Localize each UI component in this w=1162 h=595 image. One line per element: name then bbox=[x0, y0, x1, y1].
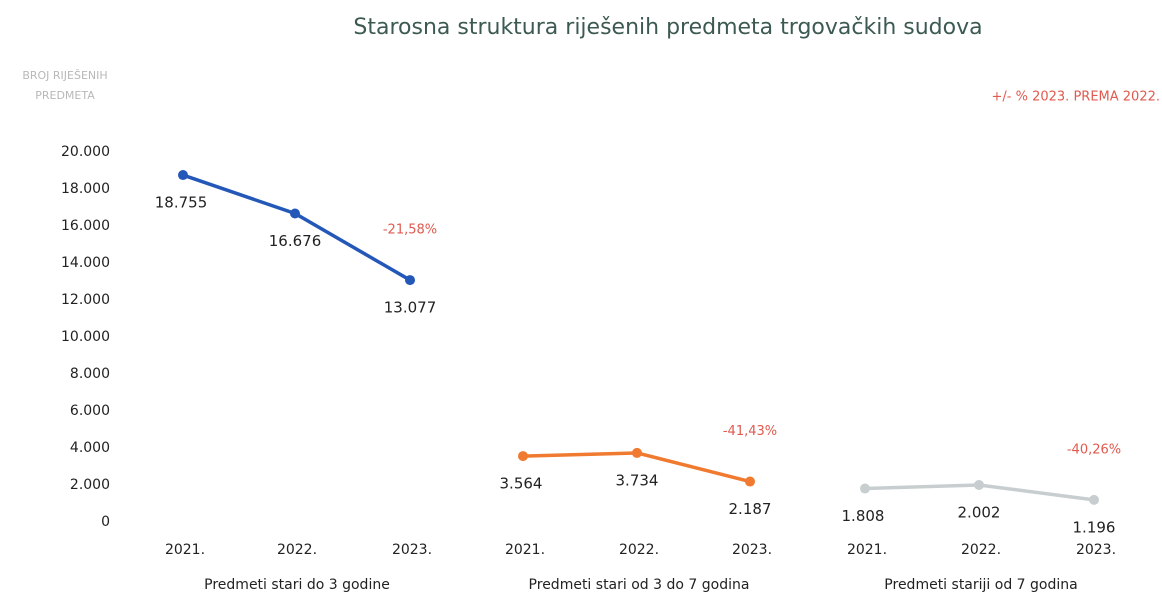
y-tick-label: 12.000 bbox=[61, 292, 110, 308]
change-label: -40,26% bbox=[1067, 442, 1121, 457]
data-label: 2.187 bbox=[729, 500, 772, 518]
data-label: 2.002 bbox=[958, 503, 1001, 521]
point bbox=[745, 476, 755, 487]
y-tick-label: 2.000 bbox=[70, 477, 110, 493]
x-tick-label: 2023. bbox=[392, 542, 432, 558]
y-tick-label: 18.000 bbox=[61, 181, 110, 197]
y-tick-label: 16.000 bbox=[61, 218, 110, 234]
change-label: -41,43% bbox=[723, 424, 777, 439]
series-name: Predmeti stari od 3 do 7 godina bbox=[529, 577, 750, 593]
data-label: 3.734 bbox=[616, 471, 659, 489]
data-label: 1.808 bbox=[842, 507, 885, 525]
y-axis-label-box: BROJ RIJEŠENIH PREDMETA bbox=[22, 69, 108, 102]
data-label: 16.676 bbox=[269, 232, 322, 250]
y-tick-label: 10.000 bbox=[61, 329, 110, 345]
x-tick-label: 2021. bbox=[165, 542, 205, 558]
data-label: 1.196 bbox=[1073, 518, 1116, 536]
x-tick-label: 2022. bbox=[619, 542, 659, 558]
chart-title: Starosna struktura riješenih predmeta tr… bbox=[353, 15, 982, 40]
point bbox=[518, 451, 528, 462]
y-tick-label: 20.000 bbox=[61, 144, 110, 160]
x-tick-label: 2023. bbox=[1076, 542, 1116, 558]
data-label: 18.755 bbox=[155, 194, 208, 212]
point bbox=[178, 170, 188, 181]
x-tick-label: 2022. bbox=[961, 542, 1001, 558]
annotation: +/- % 2023. PREMA 2022. bbox=[992, 90, 1160, 105]
y-tick-label: 8.000 bbox=[70, 366, 110, 382]
point bbox=[632, 447, 642, 458]
x-tick-label: 2022. bbox=[277, 542, 317, 558]
point bbox=[290, 208, 300, 219]
change-label: -21,58% bbox=[383, 223, 437, 238]
y-tick-label: 14.000 bbox=[61, 255, 110, 271]
y-axis-label: BROJ RIJEŠENIH PREDMETA bbox=[22, 69, 108, 102]
y-tick-label: 4.000 bbox=[70, 440, 110, 456]
y-tick-label: 0 bbox=[101, 514, 110, 530]
x-tick-label: 2021. bbox=[505, 542, 545, 558]
series-name: Predmeti stariji od 7 godina bbox=[884, 577, 1077, 593]
data-label: 13.077 bbox=[384, 299, 437, 317]
series-line bbox=[182, 173, 411, 282]
point bbox=[405, 275, 415, 286]
point bbox=[974, 479, 984, 490]
point bbox=[860, 483, 870, 494]
data-label: 3.564 bbox=[500, 475, 543, 493]
x-tick-label: 2023. bbox=[732, 542, 772, 558]
y-tick-label: 6.000 bbox=[70, 403, 110, 419]
series-name: Predmeti stari do 3 godine bbox=[204, 577, 390, 593]
point bbox=[1089, 494, 1099, 505]
x-tick-label: 2021. bbox=[847, 542, 887, 558]
